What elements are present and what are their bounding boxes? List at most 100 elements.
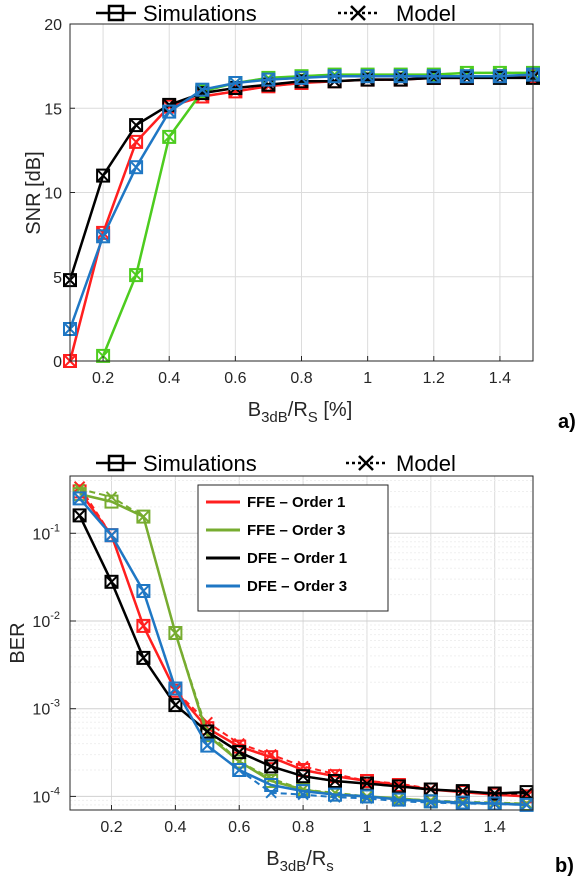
ber-dfe3-model-point	[457, 797, 469, 810]
snr-chart: 0.2 0.4 0.6 0.8 1 1.2 1.4 0 5 10 15 20 SNR [dB] B3d…	[23, 1, 576, 433]
snr-ffe1-model-point	[130, 136, 142, 148]
ber-xtick-label: 1.4	[484, 819, 506, 836]
ber-xtick-label: 0.8	[292, 819, 314, 836]
snr-xlabel-mid: /R	[288, 399, 308, 421]
ber-dfe1-sim-point	[200, 724, 215, 739]
snr-xtick-label: 1.4	[489, 370, 511, 387]
snr-legend-sim-label: Simulations	[143, 1, 257, 26]
ber-ffe1-sim-point	[136, 618, 151, 633]
snr-dfe3-sim-point	[327, 69, 342, 84]
ber-dfe3-model-point	[105, 529, 118, 541]
snr-ticks: 0.2 0.4 0.6 0.8 1 1.2 1.4 0 5 10 15 20	[44, 17, 511, 387]
legend-ffe3-label: FFE – Order 3	[247, 522, 345, 539]
ber-ffe3-sim-point	[136, 509, 151, 524]
ber-chart: 0.2 0.4 0.6 0.8 1 1.2 1.410-410-310-210-1 BER …	[7, 451, 574, 877]
snr-xlabel: B3dB/RS [%]	[248, 399, 353, 426]
snr-dfe3-model-point	[262, 73, 275, 86]
ber-ffe3-model-point	[105, 491, 118, 503]
snr-dfe1-sim-point	[96, 168, 111, 183]
ber-xlabel-mid: /R	[306, 848, 326, 870]
ber-ytick-exponent: -1	[50, 522, 60, 534]
ber-dfe1-sim-point	[264, 759, 279, 774]
ber-legend-box	[197, 484, 389, 612]
snr-dfe3-sim-point	[129, 160, 144, 175]
ber-dfe1-sim-point	[104, 574, 119, 589]
ber-dfe3-sim-point	[200, 738, 215, 753]
snr-ytick-label: 10	[44, 186, 62, 203]
ber-dfe1-sim-point	[391, 779, 406, 794]
ber-dfe1-model-point	[520, 787, 533, 800]
snr-dfe3-model-point	[395, 70, 407, 82]
ber-ytick-base: 10	[32, 789, 50, 806]
ber-dfe1-model-point	[233, 746, 245, 758]
ber-dfe3-model-point	[425, 796, 437, 809]
ber-dfe1-model-point	[361, 777, 373, 790]
ber-dfe3-sim-point	[391, 792, 406, 807]
ber-dfe3-model-point	[329, 791, 341, 803]
ber-xlabel-sub2: s	[326, 858, 334, 875]
snr-dfe3-model-point	[295, 72, 308, 84]
ber-dfe1-model-point	[297, 770, 309, 782]
ber-dfe3-sim-point	[136, 584, 151, 598]
snr-ylabel: SNR [dB]	[23, 151, 45, 234]
snr-dfe1-model-point	[130, 119, 142, 131]
snr-ytick-label: 15	[44, 101, 62, 118]
ber-ytick-label: 10-4	[32, 785, 60, 806]
snr-legend-model-label: Model	[396, 1, 456, 26]
ber-dfe3-sim-point	[455, 795, 470, 810]
snr-dfe3-sim-point	[195, 82, 210, 97]
ber-dfe3-sim-point	[328, 787, 342, 802]
ber-legend-model-label: Model	[396, 451, 456, 476]
snr-panel-label: a)	[558, 411, 576, 433]
ber-ffe3-model-point	[137, 510, 150, 523]
legend-dfe3-label: DFE – Order 3	[247, 578, 347, 595]
snr-dfe3-sim-point	[426, 69, 441, 84]
snr-ffe3-sim-point	[96, 348, 111, 363]
ber-xlabel: B3dB/Rs	[266, 848, 334, 875]
ber-dfe1-model-point	[73, 509, 86, 522]
legend-dfe1-label: DFE – Order 1	[247, 550, 347, 567]
snr-legend-sim-marker	[107, 4, 125, 22]
snr-dfe3-model-point	[196, 84, 208, 96]
snr-dfe3-model-point	[163, 105, 175, 118]
ber-dfe1-sim-point	[136, 650, 151, 665]
ber-ytick-exponent: -3	[50, 698, 60, 710]
snr-dfe3-model-point	[130, 161, 142, 173]
snr-dfe3-model-point	[97, 230, 109, 243]
ber-dfe1-model-point	[137, 652, 150, 664]
ber-xlabel-sub1: 3dB	[280, 858, 307, 875]
ber-legend-model-marker	[358, 455, 374, 471]
snr-ytick-label: 20	[44, 17, 62, 34]
ber-dfe3-sim-point	[168, 681, 183, 696]
ber-dfe3-model-point	[297, 788, 309, 801]
snr-xtick-label: 1	[363, 370, 372, 387]
snr-xlabel-tail: [%]	[318, 399, 352, 421]
snr-dfe3-model-point	[461, 70, 473, 82]
snr-ffe3-sim-point	[129, 268, 144, 283]
ber-ffe1-sim-point	[264, 750, 279, 765]
ber-dfe1-model-point	[169, 699, 182, 711]
ber-axes-box	[69, 475, 534, 811]
ber-dfe1-sim-point	[487, 786, 502, 801]
ber-dfe3-model-point	[169, 682, 182, 695]
ber-dfe1-model-point	[201, 725, 214, 738]
ber-dfe1-model-point	[393, 780, 405, 793]
ber-ytick-base: 10	[32, 702, 50, 719]
ber-dfe3-sim-point	[232, 763, 247, 777]
snr-xtick-label: 1.2	[423, 370, 445, 387]
snr-dfe1-sim-point	[129, 118, 144, 133]
snr-xlabel-sub2: S	[308, 409, 318, 426]
ber-xtick-label: 0.2	[100, 819, 122, 836]
ber-ffe3-sim-point	[168, 626, 183, 640]
snr-dfe3-model-point	[428, 70, 440, 82]
snr-dfe3-sim-point	[96, 229, 111, 244]
ber-ffe3-model-point	[169, 627, 182, 639]
ber-ticks: 0.2 0.4 0.6 0.8 1 1.2 1.410-410-310-210-1	[32, 522, 505, 836]
snr-ytick-label: 0	[53, 354, 62, 371]
ber-xtick-label: 1.2	[420, 819, 442, 836]
ber-dfe1-sim-point	[72, 508, 87, 523]
ber-dfe3-sim-point	[264, 778, 279, 792]
ber-ffe1-model-point	[265, 748, 277, 761]
snr-ffe3-model-point	[130, 269, 142, 281]
